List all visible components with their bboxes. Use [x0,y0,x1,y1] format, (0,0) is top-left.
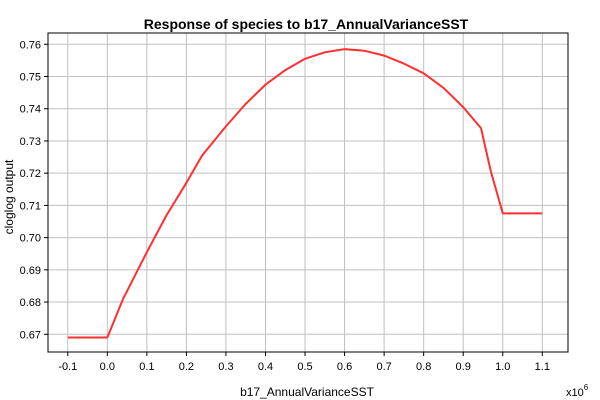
x-tick-label: 0.8 [416,361,431,373]
y-tick-label: 0.71 [20,200,41,212]
plot-background [47,32,569,353]
y-tick-label: 0.75 [20,72,41,84]
response-curve [67,48,543,339]
y-tick-label: 0.67 [20,329,41,341]
plot-frame [47,32,569,353]
y-tick-label: 0.72 [20,168,41,180]
y-axis-label: cloglog output [2,159,16,234]
x-tick-label: 0.1 [139,361,154,373]
x-tick-label: 0.2 [179,361,194,373]
x-tick-label: 1.0 [495,361,510,373]
x-axis-multiplier: x106 [566,383,589,399]
x-tick-label: 0.5 [297,361,312,373]
y-tick-label: 0.70 [20,233,41,245]
x-tick-label: -0.1 [58,361,77,373]
x-tick-label: 0.6 [337,361,352,373]
y-tick-label: 0.74 [20,104,41,116]
y-tick-label: 0.76 [20,39,41,51]
x-tick-label: 0.4 [258,361,273,373]
y-tick-label: 0.69 [20,265,41,277]
y-tick-label: 0.73 [20,136,41,148]
x-tick-label: 0.3 [218,361,233,373]
x-tick-label: 0.7 [376,361,391,373]
x-axis-label: b17_AnnualVarianceSST [240,385,375,399]
y-tick-label: 0.68 [20,297,41,309]
chart-title: Response of species to b17_AnnualVarianc… [144,16,469,32]
plot-area: -0.1 0.0 0.1 0.2 0.3 0.4 0.5 0.6 0.7 0.8 0.9 1.0 1.1… [20,32,569,373]
x-tick-label: 0.9 [456,361,471,373]
x-tick-label: 0.0 [100,361,115,373]
x-tick-label: 1.1 [535,361,550,373]
